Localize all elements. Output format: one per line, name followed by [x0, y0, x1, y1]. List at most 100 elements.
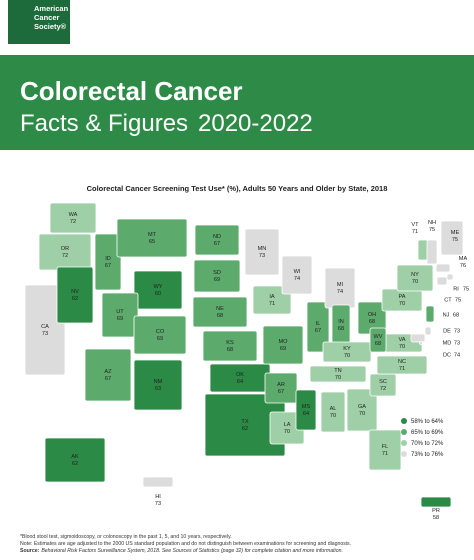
state — [244, 228, 280, 276]
state-abbr: SD — [213, 270, 221, 276]
state — [446, 273, 454, 281]
state-abbr: MN — [258, 246, 267, 252]
state-abbr: GA — [358, 404, 366, 410]
state-abbr: AZ — [104, 369, 112, 375]
state-value: 73 — [454, 328, 460, 334]
state-abbr: MO — [278, 339, 288, 345]
state-abbr: LA — [284, 422, 291, 428]
state-value: 70 — [399, 344, 405, 350]
state-value: 70 — [412, 279, 418, 285]
state-value: 69 — [214, 277, 220, 283]
legend: 58% to 64% 65% to 69% 70% to 72% 73% to 76% — [401, 418, 444, 458]
legend-swatch — [401, 418, 407, 424]
state — [440, 220, 464, 256]
state-abbr: DE — [443, 328, 451, 334]
state-value: 71 — [412, 229, 418, 235]
state — [309, 365, 367, 383]
state-value: 68 — [227, 347, 233, 353]
source-text: Behavioral Risk Factors Surveillance Sys… — [41, 548, 343, 554]
logo-box — [8, 0, 70, 44]
state-value: 60 — [155, 291, 161, 297]
state-value: 62 — [72, 296, 78, 302]
state-value: 68 — [453, 312, 459, 318]
state — [295, 389, 317, 431]
map-title: Colorectal Cancer Screening Test Use* (%… — [87, 184, 388, 193]
state-abbr: VT — [411, 222, 419, 228]
state-value: 74 — [337, 289, 343, 295]
state — [262, 325, 304, 365]
state-abbr: WA — [69, 212, 78, 218]
state — [281, 255, 313, 295]
state-abbr: ME — [451, 230, 460, 236]
state-value: 67 — [105, 376, 111, 382]
state — [424, 326, 432, 336]
state-value: 63 — [155, 386, 161, 392]
state-value: 69 — [157, 336, 163, 342]
state-value: 70 — [284, 429, 290, 435]
state-value: 73 — [155, 501, 161, 507]
state-abbr: WI — [294, 269, 301, 275]
state-abbr: WY — [153, 284, 162, 290]
footnote: *Blood stool test, sigmoidoscopy, or col… — [20, 534, 232, 540]
state-value: 67 — [214, 241, 220, 247]
state-value: 64 — [237, 379, 243, 385]
state-value: 67 — [105, 263, 111, 269]
logo-line: Society® — [34, 22, 67, 31]
state — [417, 239, 429, 261]
legend-swatch — [401, 429, 407, 435]
state-abbr: OK — [236, 372, 244, 378]
state-value: 72 — [380, 386, 386, 392]
state-abbr: PR — [432, 508, 440, 514]
state — [368, 429, 402, 471]
state-value: 72 — [62, 253, 68, 259]
state-abbr: KS — [226, 340, 234, 346]
state — [425, 305, 435, 323]
state — [426, 239, 438, 265]
state — [101, 292, 139, 338]
state-abbr: IA — [269, 294, 275, 300]
state-value: 75 — [455, 297, 461, 303]
subtitle: Facts & Figures — [20, 110, 188, 137]
state-value: 71 — [382, 451, 388, 457]
states: WA72OR72CA73NV62ID67MT65WY60UT69AZ67CO69… — [24, 202, 469, 521]
header-band — [0, 55, 474, 150]
state-abbr: KY — [343, 346, 351, 352]
legend-swatch — [401, 451, 407, 457]
state — [133, 359, 183, 411]
state-abbr: RI — [453, 286, 459, 292]
state-abbr: FL — [382, 444, 389, 450]
state-abbr: CT — [444, 297, 452, 303]
state-value: 73 — [42, 331, 48, 337]
state — [193, 259, 241, 293]
state — [346, 388, 378, 432]
state — [194, 224, 240, 256]
state-value: 62 — [242, 426, 248, 432]
state — [192, 296, 248, 328]
state-abbr: DC — [443, 352, 451, 358]
state-abbr: AR — [277, 382, 285, 388]
state — [435, 263, 451, 273]
state-abbr: IL — [316, 321, 321, 327]
state-value: 68 — [338, 326, 344, 332]
logo-line: American — [34, 4, 69, 13]
state-abbr: ID — [105, 256, 111, 262]
legend-label: 73% to 76% — [411, 452, 444, 458]
state-abbr: IN — [338, 319, 344, 325]
footnote: Source: Behavioral Risk Factors Surveilla… — [20, 548, 343, 554]
state-abbr: MD — [443, 340, 452, 346]
footnote: Note: Estimates are age adjusted to the … — [20, 541, 351, 547]
state-abbr: CA — [41, 324, 49, 330]
state-abbr: NC — [398, 359, 406, 365]
state — [419, 341, 423, 345]
state-abbr: NV — [71, 289, 79, 295]
state-abbr: TN — [334, 368, 341, 374]
state-value: 64 — [303, 411, 309, 417]
state-abbr: PA — [398, 294, 405, 300]
state-value: 74 — [454, 352, 460, 358]
state — [306, 301, 330, 353]
footnotes: *Blood stool test, sigmoidoscopy, or col… — [20, 534, 351, 554]
state-value: 67 — [315, 328, 321, 334]
state-value: 69 — [280, 346, 286, 352]
state-abbr: MA — [459, 256, 468, 262]
state — [376, 355, 428, 375]
